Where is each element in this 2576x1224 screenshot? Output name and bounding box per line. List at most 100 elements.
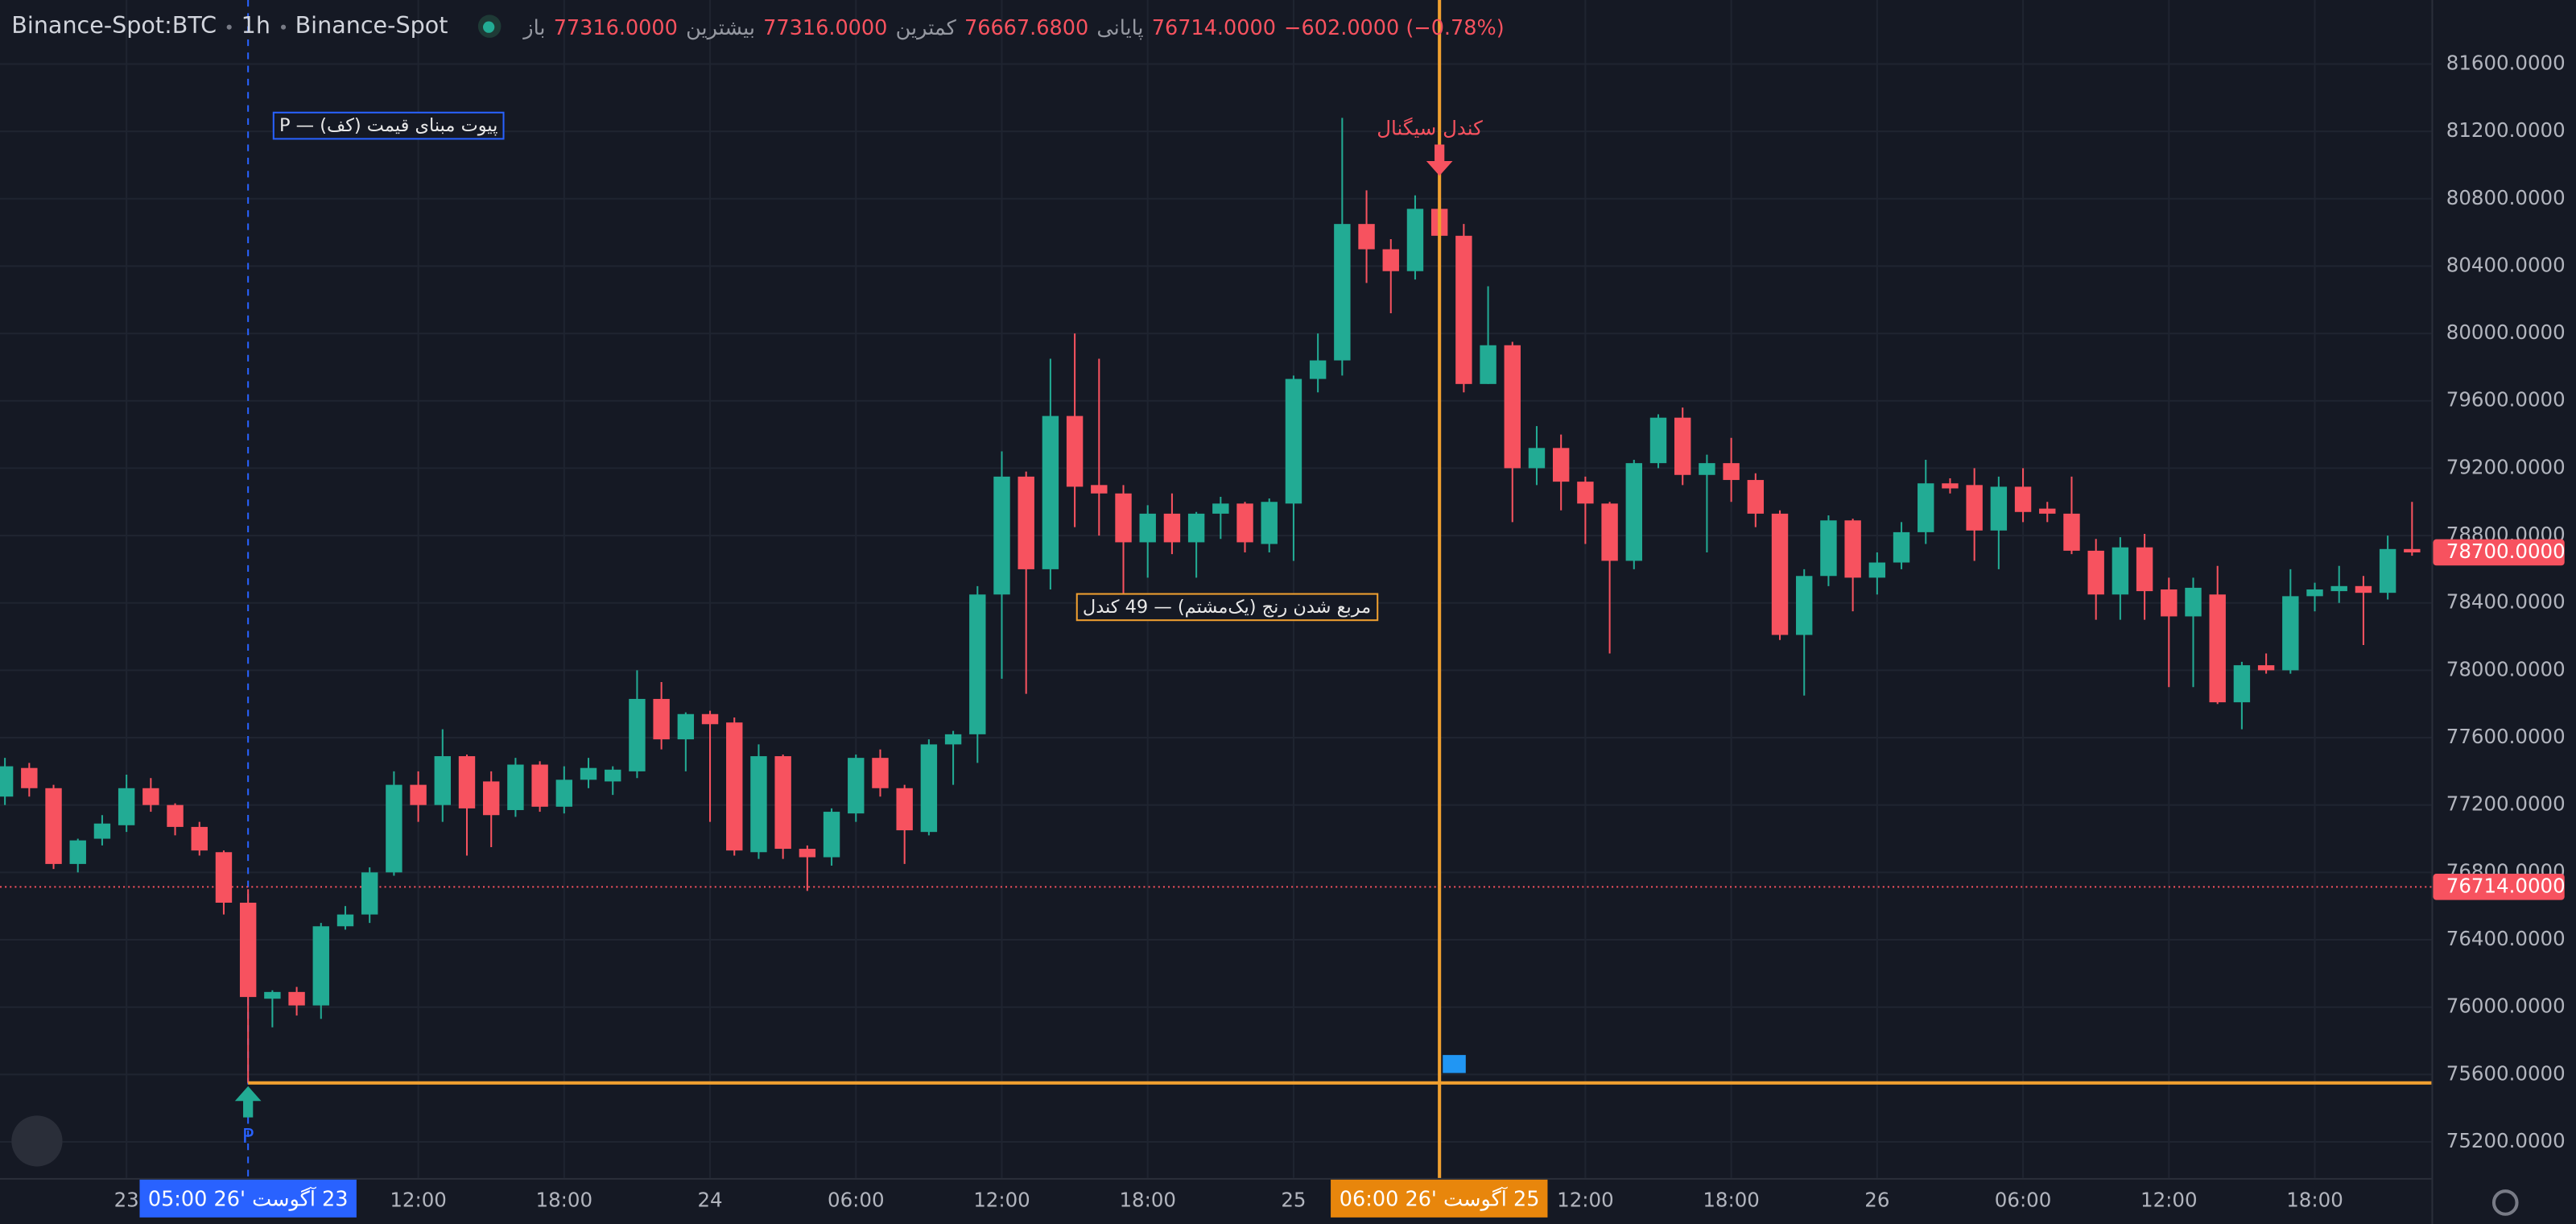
y-tick-label: 78400.0000 [2446,590,2566,614]
legend-label: بیشترین [686,14,755,39]
legend-label: باز [523,14,546,39]
y-tick-label: 78000.0000 [2446,657,2566,680]
grid [0,0,2432,1178]
candle-body [580,767,597,780]
candle-body [1625,463,1643,561]
candle-body [1212,503,1229,514]
price-label-box [2433,874,2565,900]
candle-body [45,788,62,864]
candle-body [944,734,962,745]
candle-body [1893,531,1910,563]
candle-body [1918,483,1934,532]
candle-body [361,872,378,915]
signal-arrow [1426,144,1453,176]
candle-body [2063,513,2080,551]
legend-value: 76714.0000 [1151,14,1276,39]
candle-body [434,756,452,805]
candle-body [483,781,500,816]
candle-body [2209,594,2226,703]
candle-body [969,594,986,734]
settings-button[interactable] [2491,1189,2519,1216]
y-tick-label: 79200.0000 [2446,455,2566,478]
candle-body [239,903,257,998]
candle-body [1552,448,1570,482]
x-tick-label: 24 [697,1188,722,1211]
candle-body [1723,463,1740,481]
candle-body [1018,476,1034,569]
candle-body [774,756,791,850]
candle-body [1115,493,1132,543]
candle-body [2233,665,2251,703]
candle-body [2112,547,2129,595]
candle-body [1406,209,1424,271]
candle-body [2136,547,2153,592]
x-tick-label: 06:00 [828,1188,885,1211]
time-highlight: 25 آگوست '26 06:00 [1331,1179,1548,1218]
x-tick-label: 18:00 [2286,1188,2343,1211]
candle-body [1820,520,1837,577]
symbol[interactable]: Binance-Spot:BTC [11,13,217,39]
candle-body [1042,416,1059,569]
legend-value: 77316.0000 [553,14,678,39]
candle-body [2404,548,2421,552]
candle-body [1990,486,2008,531]
candle-body [167,804,184,827]
candle-body [410,784,427,805]
candle-body [1480,345,1496,384]
x-tick-label: 12:00 [1557,1188,1614,1211]
interval[interactable]: 1h [241,13,270,39]
candle-body [1066,416,1084,487]
candle-body [1261,502,1278,544]
candle-body [1942,483,1959,489]
candle-body [93,823,111,839]
candle-body [215,852,233,904]
candle-body [1577,482,1594,504]
separator [280,23,286,29]
signal-flag [1443,1055,1466,1073]
candle-body [1601,503,1618,561]
x-tick-label: 18:00 [1703,1188,1760,1211]
axis-divider [2431,0,2434,1224]
candle-body [0,766,14,797]
candle-body [1163,513,1181,543]
header: Binance-Spot:BTC 1h Binance-Spot باز 7731… [11,10,1504,43]
candle-body [2014,486,2032,512]
ohlc-legend: باز 77316.0000 بیشترین 77316.0000 کمترین 7666… [523,14,1504,39]
candle-body [896,788,913,831]
legend-label: کمترین [895,14,956,39]
candle-body [872,758,889,788]
pivot-annotation: پیوت مبنای قیمت (کف) — P [272,111,505,140]
y-tick-label: 75600.0000 [2446,1061,2566,1085]
candle-body [191,826,208,851]
candle-body [21,767,38,788]
x-tick-label: 06:00 [1995,1188,2052,1211]
candle-body [2282,596,2299,671]
x-tick-label: 12:00 [2140,1188,2198,1211]
signal-annotation: کندل سیگنال [1377,116,1483,140]
candle-body [2257,665,2275,671]
x-tick-label: 25 [1281,1188,1306,1211]
candle-body [1796,576,1813,635]
candle-body [677,713,695,740]
candle-body [2039,508,2056,514]
candle-body [993,476,1010,595]
candle-body [1868,562,1886,578]
legend-change: −602.0000 (−0.78%) [1284,14,1505,39]
candle-body [2306,589,2323,597]
candle-body [507,764,524,810]
y-tick-label: 76400.0000 [2446,927,2566,950]
candle-body [2379,548,2396,593]
x-tick-label: 18:00 [536,1188,593,1211]
exchange: Binance-Spot [295,13,448,39]
candle-body [1358,224,1375,250]
y-tick-label: 77200.0000 [2446,792,2566,816]
candle-body [1187,513,1205,543]
candle-body [848,758,865,814]
y-tick-label: 81600.0000 [2446,51,2566,74]
logo[interactable] [11,1115,63,1167]
candle-body [555,779,573,807]
candle-body [629,698,646,771]
